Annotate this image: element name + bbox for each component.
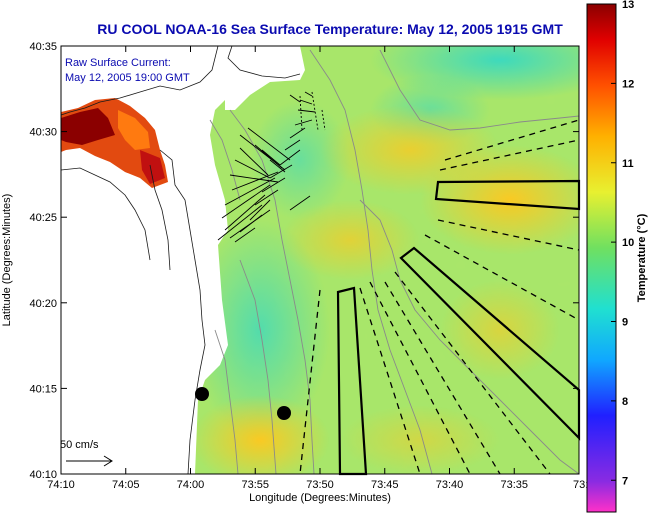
- colorbar-tick-label: 9: [622, 317, 628, 329]
- x-tick-label: 73:50: [306, 479, 334, 491]
- y-tick-label: 40:25: [29, 212, 57, 224]
- annotation-line-1: Raw Surface Current:: [65, 57, 171, 69]
- colorbar-ticks: 13 12 11 10 9 8 7: [611, 0, 634, 487]
- scale-bar-label: 50 cm/s: [60, 439, 99, 451]
- colorbar-tick-label: 8: [622, 396, 628, 408]
- y-axis-label: Latitude (Degrees:Minutes): [1, 194, 13, 327]
- x-tick-label: 74:10: [47, 479, 75, 491]
- y-tick-label: 40:30: [29, 127, 57, 139]
- colorbar-tick-label: 12: [622, 78, 634, 90]
- current-vectors: [217, 91, 316, 243]
- y-tick-label: 40:15: [29, 383, 57, 395]
- x-tick-label: 74:05: [112, 479, 140, 491]
- station-marker: [195, 387, 209, 401]
- land-strip: [225, 46, 305, 110]
- y-tick-label: 40:20: [29, 298, 57, 310]
- y-axis: 40:35 40:30 40:25 40:20 40:15 40:10: [29, 41, 579, 481]
- x-tick-label: 73:45: [371, 479, 399, 491]
- x-tick-label: 73:40: [436, 479, 464, 491]
- colorbar-label: Temperature (°C): [636, 213, 648, 302]
- x-tick-label: 73:35: [500, 479, 528, 491]
- scale-bar-arrow: [66, 455, 113, 467]
- colorbar-tick-label: 7: [622, 475, 628, 487]
- colorbar-tick-label: 11: [622, 158, 634, 170]
- colorbar: [586, 3, 617, 513]
- station-marker: [277, 406, 291, 420]
- colorbar-tick-label: 10: [622, 237, 634, 249]
- y-tick-label: 40:10: [29, 469, 57, 481]
- annotation-line-2: May 12, 2005 19:00 GMT: [65, 72, 190, 84]
- x-tick-label: 73:55: [241, 479, 269, 491]
- transect-rays: [299, 119, 580, 475]
- bathymetry-contours: [209, 49, 580, 475]
- y-tick-label: 40:35: [29, 41, 57, 53]
- map-title: RU COOL NOAA-16 Sea Surface Temperature:…: [97, 21, 563, 37]
- coastline: [60, 45, 301, 475]
- x-tick-label: 74:00: [177, 479, 205, 491]
- colorbar-tick-label: 13: [622, 0, 634, 11]
- x-axis-label: Longitude (Degrees:Minutes): [249, 492, 391, 504]
